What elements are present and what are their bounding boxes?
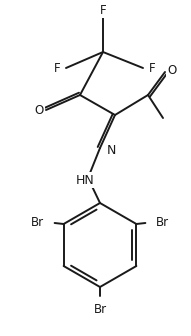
Text: F: F [149, 62, 155, 76]
Text: F: F [54, 62, 60, 76]
Text: O: O [34, 103, 44, 117]
Text: Br: Br [156, 216, 169, 229]
Text: N: N [107, 143, 116, 157]
Text: HN: HN [76, 173, 94, 186]
Text: F: F [100, 3, 106, 16]
Text: Br: Br [31, 216, 44, 229]
Text: O: O [167, 65, 177, 78]
Text: Br: Br [93, 303, 107, 316]
